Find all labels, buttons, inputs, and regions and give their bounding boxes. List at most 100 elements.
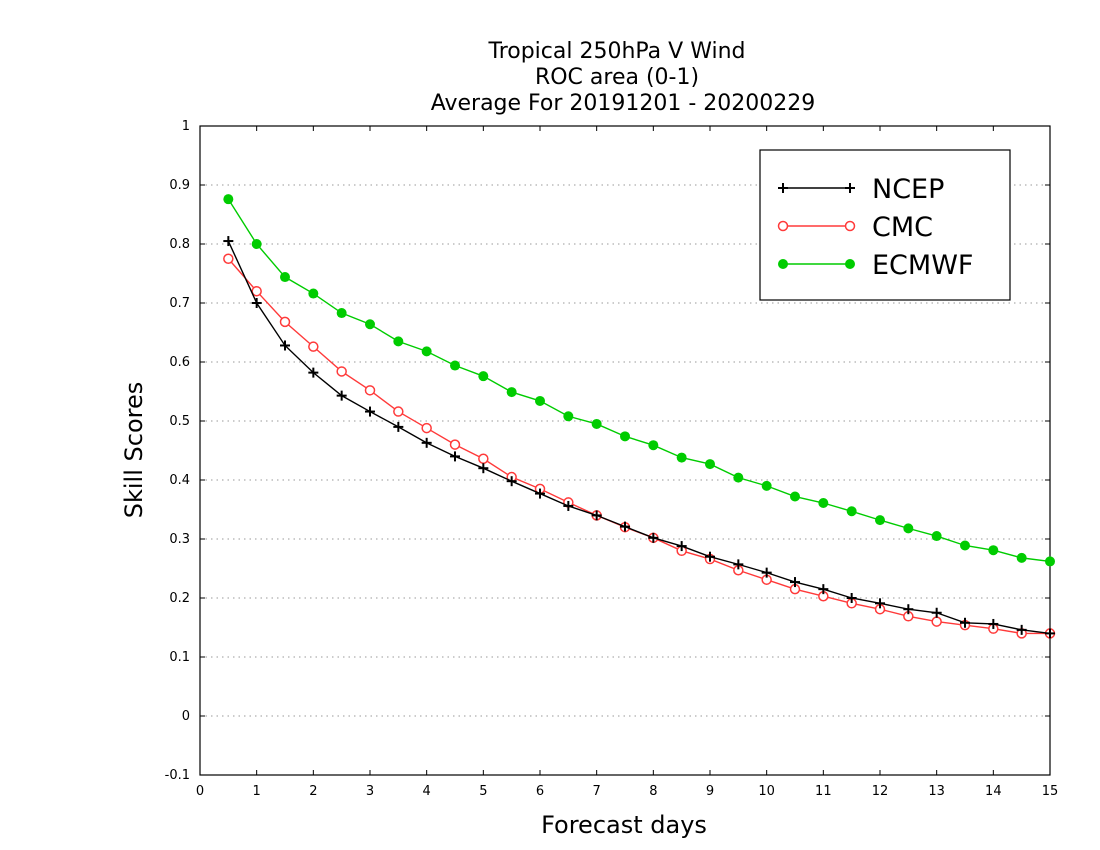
x-tick-label: 11	[815, 784, 832, 799]
x-tick-label: 9	[706, 784, 714, 799]
data-point-ecmwf	[308, 288, 319, 299]
data-point-ncep	[790, 577, 800, 588]
data-point-ncep	[846, 593, 857, 603]
data-point-ecmwf	[1016, 552, 1027, 563]
data-point-ecmwf	[620, 431, 630, 442]
data-point-cmc	[336, 366, 347, 377]
data-point-ncep	[450, 451, 460, 462]
data-point-ncep	[676, 541, 687, 552]
data-point-ecmwf	[393, 336, 404, 347]
y-tick-label: 0.1	[169, 650, 190, 665]
x-tick-label: 4	[423, 784, 431, 799]
x-tick-label: 6	[536, 784, 544, 799]
data-point-ecmwf	[846, 506, 857, 517]
data-point-ncep	[478, 463, 489, 474]
legend-item-ecmwf: ECMWF	[778, 250, 973, 281]
data-point-ncep	[280, 340, 290, 351]
y-tick-label: 0.2	[169, 591, 190, 606]
legend-item-ncep: NCEP	[778, 174, 944, 205]
y-tick-label: 1	[182, 119, 190, 134]
data-point-ecmwf	[903, 523, 914, 534]
data-point-ncep	[563, 500, 574, 511]
legend-items: NCEP CMC ECMWF	[777, 174, 973, 281]
data-point-ecmwf	[988, 545, 999, 556]
y-tick-label: -0.1	[165, 768, 190, 783]
legend-marker-cmc	[777, 220, 789, 232]
data-point-ncep	[903, 604, 914, 615]
x-axis-label: Forecast days	[541, 811, 707, 839]
data-point-cmc	[364, 385, 376, 396]
grid	[200, 184, 1050, 717]
data-point-ncep	[1045, 628, 1055, 639]
legend-box	[759, 149, 1011, 301]
data-point-ncep	[818, 584, 829, 595]
legend-label-cmc: CMC	[872, 212, 933, 243]
data-point-ncep	[620, 521, 630, 532]
y-tick-label: 0.5	[169, 414, 190, 429]
data-point-cmc	[308, 341, 319, 352]
data-point-ecmwf	[761, 480, 772, 491]
legend-marker-ecmwf	[845, 259, 855, 269]
data-point-ncep	[308, 367, 319, 378]
data-point-ecmwf	[506, 387, 517, 398]
data-point-ecmwf	[705, 459, 715, 470]
data-point-ecmwf	[960, 540, 970, 551]
y-tick-label: 0	[182, 709, 190, 724]
data-point-cmc	[449, 439, 461, 450]
legend-label-ecmwf: ECMWF	[872, 250, 973, 281]
data-point-ncep	[506, 476, 517, 487]
data-point-cmc	[478, 453, 489, 465]
chart-title-line-3: Average For 20191201 - 20200229	[431, 91, 816, 116]
data-point-cmc	[251, 285, 262, 297]
y-axis-label: Skill Scores	[120, 382, 148, 519]
data-point-ecmwf	[535, 395, 545, 406]
data-point-ncep	[761, 567, 772, 578]
legend-marker-ncep	[845, 183, 855, 193]
data-point-ncep	[365, 406, 375, 417]
x-tick-label: 7	[593, 784, 601, 799]
x-tick-label: 5	[479, 784, 487, 799]
y-tick-label: 0.3	[169, 532, 190, 547]
data-point-ncep	[336, 390, 347, 401]
chart-title-line-2: ROC area (0-1)	[535, 65, 699, 90]
data-point-ncep	[705, 551, 715, 562]
x-tick-label: 2	[309, 784, 317, 799]
x-tick-label: 15	[1042, 784, 1059, 799]
data-point-ncep	[960, 617, 970, 628]
data-point-ncep	[223, 236, 234, 247]
legend-marker-ecmwf	[778, 259, 788, 269]
legend-label-ncep: NCEP	[872, 174, 944, 205]
data-point-ecmwf	[421, 346, 432, 357]
y-tick-label: 0.4	[169, 473, 190, 488]
data-point-ecmwf	[280, 272, 290, 283]
data-point-ncep	[421, 437, 432, 448]
series-cmc	[223, 253, 1056, 639]
data-point-ncep	[988, 618, 999, 629]
data-point-ncep	[1016, 624, 1027, 635]
data-point-cmc	[393, 406, 404, 417]
data-point-ecmwf	[223, 194, 234, 205]
data-point-ecmwf	[733, 472, 744, 483]
data-point-ncep	[591, 510, 602, 521]
data-point-ecmwf	[875, 515, 885, 526]
legend-marker-ncep	[778, 183, 788, 193]
axis-ticks: -0.100.10.20.30.40.50.60.70.80.910 1 2 3 4 5 6…	[165, 119, 1059, 799]
data-point-ncep	[931, 607, 942, 618]
data-point-cmc	[931, 616, 942, 627]
series-line-cmc	[227, 258, 1050, 635]
data-point-ecmwf	[450, 360, 460, 371]
series-layer	[223, 194, 1056, 639]
data-point-ecmwf	[563, 411, 574, 422]
data-point-ecmwf	[336, 308, 347, 319]
x-tick-label: 1	[253, 784, 261, 799]
data-point-ecmwf	[931, 531, 942, 542]
data-point-cmc	[223, 253, 234, 264]
data-point-ecmwf	[818, 498, 829, 509]
data-point-ecmwf	[251, 239, 262, 249]
x-tick-label: 10	[758, 784, 775, 799]
data-point-ncep	[251, 298, 262, 308]
y-tick-label: 0.9	[169, 178, 190, 193]
data-point-cmc	[279, 316, 291, 328]
series-ncep	[223, 236, 1055, 639]
x-tick-label: 8	[649, 784, 657, 799]
